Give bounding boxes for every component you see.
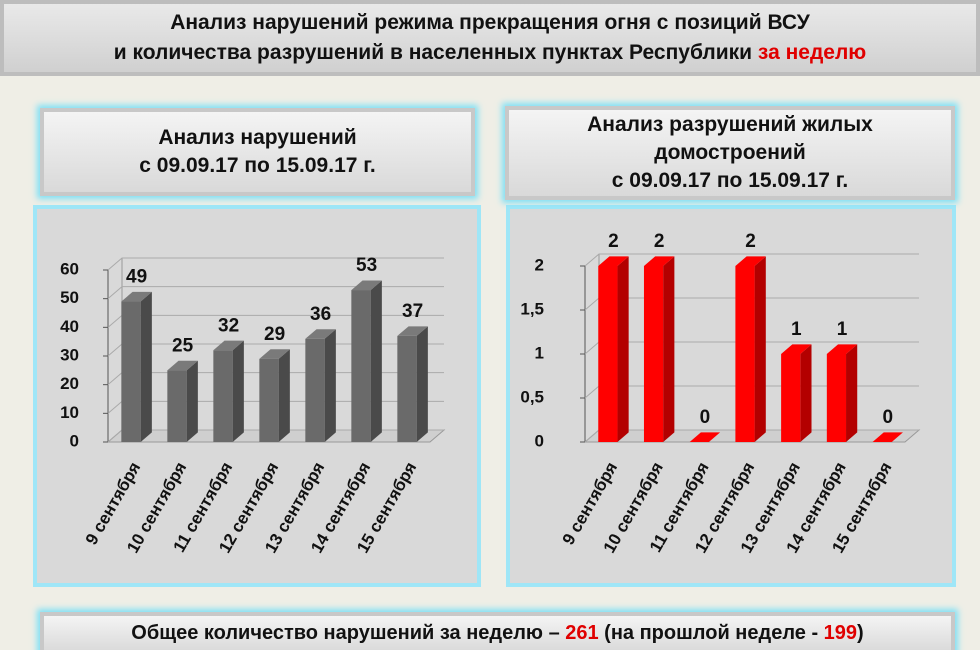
data-label: 29 [264, 324, 285, 345]
bar-top [167, 360, 198, 371]
title-line: и количества разрушений в населенных пун… [114, 38, 866, 68]
bar-top [259, 349, 290, 359]
bar-top [872, 432, 903, 442]
bar [259, 358, 279, 442]
data-label: 2 [745, 231, 756, 252]
bar-side [617, 256, 629, 442]
bar-top [643, 256, 675, 266]
y-tick-label: 0 [535, 431, 544, 450]
footer-part: ) [857, 622, 864, 644]
bar [598, 266, 618, 442]
data-label: 0 [700, 407, 711, 428]
y-tick-label: 20 [60, 374, 79, 393]
bar-side [663, 256, 675, 442]
bar [213, 350, 233, 442]
bar-top [213, 340, 244, 351]
y-tick-label: 60 [60, 259, 79, 278]
grid-line [584, 253, 919, 267]
chart-title: Анализ разрушений жилых домостроений [587, 113, 873, 164]
data-label: 37 [402, 301, 423, 322]
footer-part: Общее количество нарушений за неделю – [131, 622, 566, 644]
bar [121, 301, 141, 442]
bar-top [689, 432, 721, 442]
bar [351, 290, 371, 442]
data-label: 53 [356, 255, 377, 276]
bar-top [781, 344, 812, 354]
y-tick-label: 0 [70, 431, 79, 450]
footer-part: (на прошлой неделе - [598, 622, 824, 644]
data-label: 1 [837, 319, 848, 340]
y-tick-label: 1 [535, 343, 544, 362]
bar-side [846, 344, 858, 442]
data-label: 32 [218, 315, 239, 336]
footer-previous: 199 [823, 622, 858, 644]
chart-title-box: Анализ нарушений с 09.09.17 по 15.09.17 … [40, 108, 475, 196]
grid-line [107, 286, 444, 300]
bar-top [826, 344, 858, 354]
bar-top [735, 256, 766, 266]
footer-text: Общее количество нарушений за неделю – 2… [131, 622, 863, 645]
data-label: 2 [654, 231, 665, 252]
y-tick-label: 50 [60, 288, 79, 307]
bar-side [186, 360, 198, 442]
title-line: Анализ нарушений режима прекращения огня… [170, 11, 810, 34]
y-tick-label: 10 [60, 403, 79, 422]
bar-side [140, 291, 152, 442]
bar-top [598, 256, 629, 266]
bar [397, 335, 417, 442]
data-label: 0 [882, 407, 893, 428]
bar-side [232, 340, 244, 442]
bar-side [324, 329, 336, 442]
bar-top [397, 326, 428, 336]
bar-top [121, 291, 152, 302]
data-label: 36 [310, 304, 331, 325]
bar-side [278, 349, 290, 442]
y-tick-label: 2 [535, 255, 544, 274]
bar-top [351, 280, 382, 291]
bar-top [305, 329, 336, 339]
y-tick-label: 40 [60, 317, 79, 336]
y-tick-label: 0,5 [520, 387, 544, 406]
chart-subtitle: с 09.09.17 по 15.09.17 г. [611, 169, 849, 192]
data-label: 1 [791, 319, 802, 340]
header: Анализ нарушений режима прекращения огня… [0, 0, 980, 76]
bar [735, 266, 755, 442]
bar [167, 370, 187, 442]
y-tick-label: 30 [60, 345, 79, 364]
bar [826, 354, 847, 442]
chart-title-box: Анализ разрушений жилых домостроений с 0… [505, 106, 955, 200]
title-highlight: за неделю [757, 41, 867, 64]
data-label: 2 [608, 231, 619, 252]
grid-line [107, 257, 444, 271]
bar-side [800, 344, 812, 442]
chart-panel [506, 205, 956, 587]
y-tick-label: 1,5 [520, 299, 544, 318]
footer-total: 261 [565, 622, 599, 644]
bar [643, 266, 664, 442]
bar-side [370, 280, 382, 442]
chart-title: Анализ нарушений [158, 126, 357, 149]
data-label: 25 [172, 335, 194, 356]
bar-side [416, 326, 428, 442]
chart-subtitle: с 09.09.17 по 15.09.17 г. [139, 154, 376, 177]
data-label: 49 [126, 267, 147, 288]
bar-side [754, 256, 766, 442]
title-text: и количества разрушений в населенных пун… [113, 41, 753, 64]
bar [305, 338, 325, 442]
footer: Общее количество нарушений за неделю – 2… [40, 612, 955, 650]
bar [781, 354, 801, 442]
